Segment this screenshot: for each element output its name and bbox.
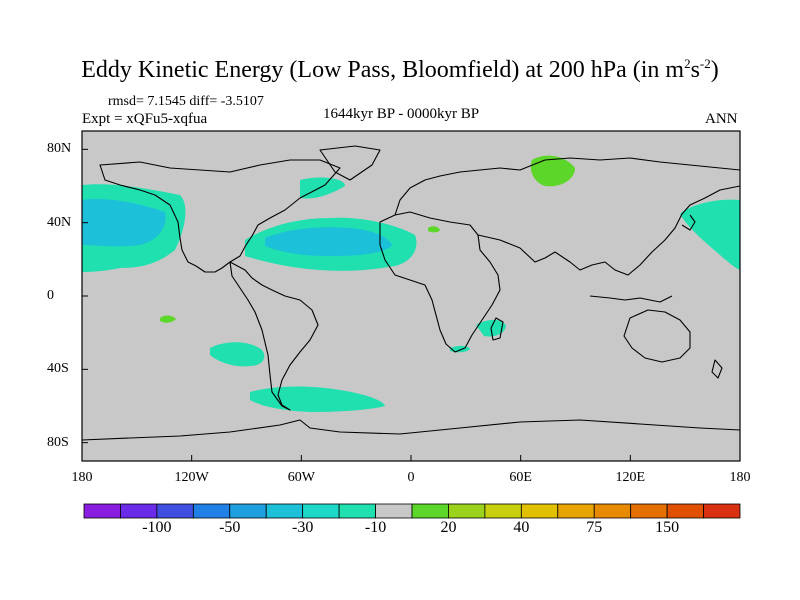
coast-madagascar	[490, 317, 504, 341]
colorbar-swatch	[83, 503, 121, 519]
experiment-label: Expt = xQFu5-xqfua	[82, 111, 208, 127]
stats-label: rmsd= 7.1545 diff= -3.5107	[108, 94, 264, 109]
colorbar-label: -50	[219, 519, 241, 536]
y-tick-label: 80N	[47, 141, 72, 157]
colorbar-label: 75	[586, 519, 603, 536]
colorbar-swatch	[229, 503, 267, 519]
coast-europe	[394, 157, 740, 216]
colorbar-swatch	[448, 503, 486, 519]
coast-australia	[623, 309, 691, 363]
anomaly-region-mediterranean	[428, 226, 440, 233]
anomaly-region-south-pacific	[210, 342, 265, 367]
x-tick-label: 120W	[174, 470, 209, 485]
x-tick-label: 120E	[615, 470, 646, 485]
x-tick-label: 0	[407, 470, 415, 485]
coast-antarctica	[82, 419, 740, 441]
colorbar-swatch	[703, 503, 741, 519]
colorbar-swatch	[557, 503, 595, 519]
colorbar-swatch	[265, 503, 304, 519]
x-tick-label: 60E	[509, 470, 532, 485]
colorbar-label: -30	[291, 519, 314, 536]
period-label: 1644kyr BP - 0000kyr BP	[323, 106, 480, 122]
coastlines	[82, 145, 740, 441]
colorbar-label: 20	[440, 519, 457, 536]
colorbar-swatch	[593, 503, 632, 519]
colorbar-label: 150	[655, 519, 680, 536]
colorbar-swatch	[520, 503, 559, 519]
colorbar-swatch	[302, 503, 340, 519]
coast-africa	[379, 211, 501, 353]
axis-ticks	[81, 148, 741, 461]
x-tick-label: 180	[729, 470, 751, 485]
colorbar-label: -100	[142, 519, 172, 536]
colorbar-label: -10	[364, 519, 387, 536]
colorbar-swatch	[156, 503, 194, 519]
anomaly-region-west-pacific	[680, 199, 740, 270]
colorbar-swatch	[120, 503, 158, 519]
season-label: ANN	[705, 111, 738, 127]
plot-title: Eddy Kinetic Energy (Low Pass, Bloomfiel…	[81, 56, 719, 83]
x-tick-label: 60W	[287, 470, 315, 485]
colorbar	[83, 503, 741, 519]
coast-new-zealand	[711, 359, 723, 379]
anomaly-layer	[82, 155, 740, 412]
anomaly-region-siberia	[530, 155, 575, 187]
map-background	[82, 131, 740, 461]
y-tick-label: 40N	[47, 214, 72, 230]
y-tick-label: 40S	[47, 361, 69, 377]
anomaly-region-tropical-pacific	[160, 315, 176, 323]
colorbar-label: 40	[513, 519, 530, 536]
colorbar-swatch	[375, 503, 413, 519]
colorbar-swatch	[630, 503, 668, 519]
coast-greenland	[319, 145, 381, 181]
colorbar-swatch	[666, 503, 704, 519]
anomaly-region-north-america	[300, 177, 345, 199]
x-tick-label: 180	[71, 470, 93, 485]
coast-asia	[477, 185, 740, 276]
anomaly-region-north-atlantic-core	[265, 227, 392, 256]
y-tick-label: 0	[47, 288, 54, 303]
coast-south-america	[229, 261, 319, 411]
colorbar-swatch	[192, 503, 231, 519]
colorbar-swatch	[338, 503, 376, 519]
anomaly-region-north-pacific-core	[82, 199, 166, 247]
colorbar-swatch	[484, 503, 522, 519]
colorbar-swatch	[411, 503, 449, 519]
coast-japan	[681, 214, 696, 231]
coast-north-america	[99, 159, 341, 273]
y-tick-label: 80S	[47, 434, 69, 450]
coast-indonesia	[589, 295, 673, 303]
